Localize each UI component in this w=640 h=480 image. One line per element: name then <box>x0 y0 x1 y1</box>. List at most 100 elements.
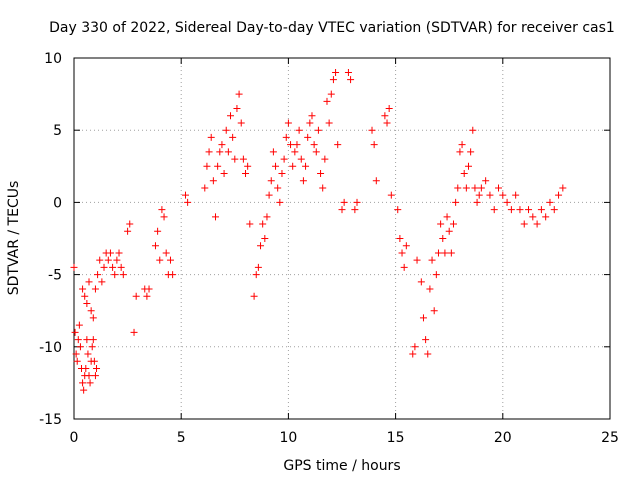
data-point <box>113 256 121 264</box>
data-point <box>166 256 174 264</box>
data-point <box>282 133 290 141</box>
data-point <box>231 155 239 163</box>
data-point <box>432 271 440 279</box>
data-point <box>201 184 209 192</box>
data-point <box>274 184 282 192</box>
data-point <box>441 249 449 257</box>
data-point <box>411 343 419 351</box>
data-point <box>250 292 258 300</box>
data-point <box>428 256 436 264</box>
data-point <box>555 191 563 199</box>
data-point <box>381 112 389 120</box>
data-point <box>111 271 119 279</box>
y-axis-label: SDTVAR / TECUs <box>6 181 22 296</box>
data-point <box>443 213 451 221</box>
data-point <box>278 170 286 178</box>
data-point <box>83 336 91 344</box>
data-point <box>96 256 104 264</box>
data-point <box>86 379 94 387</box>
x-axis-label: GPS time / hours <box>283 458 400 474</box>
data-point <box>85 372 93 380</box>
x-tick-label: 15 <box>387 430 405 446</box>
data-point <box>87 307 95 315</box>
data-point <box>119 271 127 279</box>
data-point <box>143 292 151 300</box>
data-point <box>467 148 475 156</box>
data-point <box>71 328 79 336</box>
data-point <box>323 97 331 105</box>
data-point <box>222 126 230 134</box>
data-point <box>254 263 262 271</box>
data-point <box>464 162 472 170</box>
data-point <box>439 235 447 242</box>
data-point <box>84 350 92 358</box>
data-point <box>338 206 346 214</box>
data-point <box>340 198 348 206</box>
y-tick-label: -15 <box>39 412 62 428</box>
data-point <box>430 307 438 315</box>
data-point <box>308 112 316 120</box>
data-point <box>229 133 237 141</box>
data-point <box>233 105 241 113</box>
data-point <box>216 148 224 156</box>
data-point <box>512 191 520 199</box>
data-point <box>525 206 533 214</box>
data-point <box>299 177 307 185</box>
data-point <box>533 220 541 228</box>
data-points <box>70 68 567 394</box>
data-point <box>169 271 177 279</box>
data-point <box>205 148 213 156</box>
data-point <box>287 141 295 149</box>
data-point <box>130 328 138 336</box>
data-point <box>344 68 352 76</box>
y-tick-labels: -15 -10 -5 0 5 10 <box>39 51 62 428</box>
data-point <box>81 292 89 300</box>
data-point <box>325 119 333 127</box>
data-point <box>473 198 481 206</box>
data-point <box>209 177 217 185</box>
data-point <box>396 235 404 242</box>
data-point <box>319 184 327 192</box>
y-tick-label: -10 <box>39 340 62 356</box>
data-point <box>181 191 189 199</box>
data-point <box>74 336 82 344</box>
data-point <box>291 148 299 156</box>
data-point <box>546 198 554 206</box>
data-point <box>368 126 376 134</box>
data-point <box>89 336 97 344</box>
data-point <box>252 271 260 279</box>
data-point <box>490 206 498 214</box>
data-point <box>261 235 269 242</box>
data-point <box>542 213 550 221</box>
y-tick-label: 10 <box>44 51 62 67</box>
data-point <box>370 141 378 149</box>
data-point <box>269 148 277 156</box>
data-point <box>100 263 108 271</box>
data-point <box>424 350 432 358</box>
data-point <box>214 162 222 170</box>
data-point <box>184 198 192 206</box>
data-point <box>145 285 153 293</box>
data-point <box>218 141 226 149</box>
data-point <box>419 314 427 322</box>
data-point <box>394 206 402 214</box>
data-point <box>516 206 524 214</box>
data-point <box>242 170 250 178</box>
data-point <box>507 206 515 214</box>
data-point <box>520 220 528 228</box>
data-point <box>115 249 123 257</box>
data-point <box>75 321 83 329</box>
x-tick-label: 25 <box>601 430 619 446</box>
data-point <box>387 191 395 199</box>
data-point <box>265 191 273 199</box>
data-point <box>91 285 99 293</box>
data-point <box>154 227 162 235</box>
data-point <box>88 343 96 351</box>
data-point <box>445 227 453 235</box>
data-point <box>79 285 87 293</box>
data-point <box>257 242 265 250</box>
data-point <box>207 133 215 141</box>
data-point <box>503 198 511 206</box>
data-point <box>82 364 90 372</box>
data-point <box>310 141 318 149</box>
